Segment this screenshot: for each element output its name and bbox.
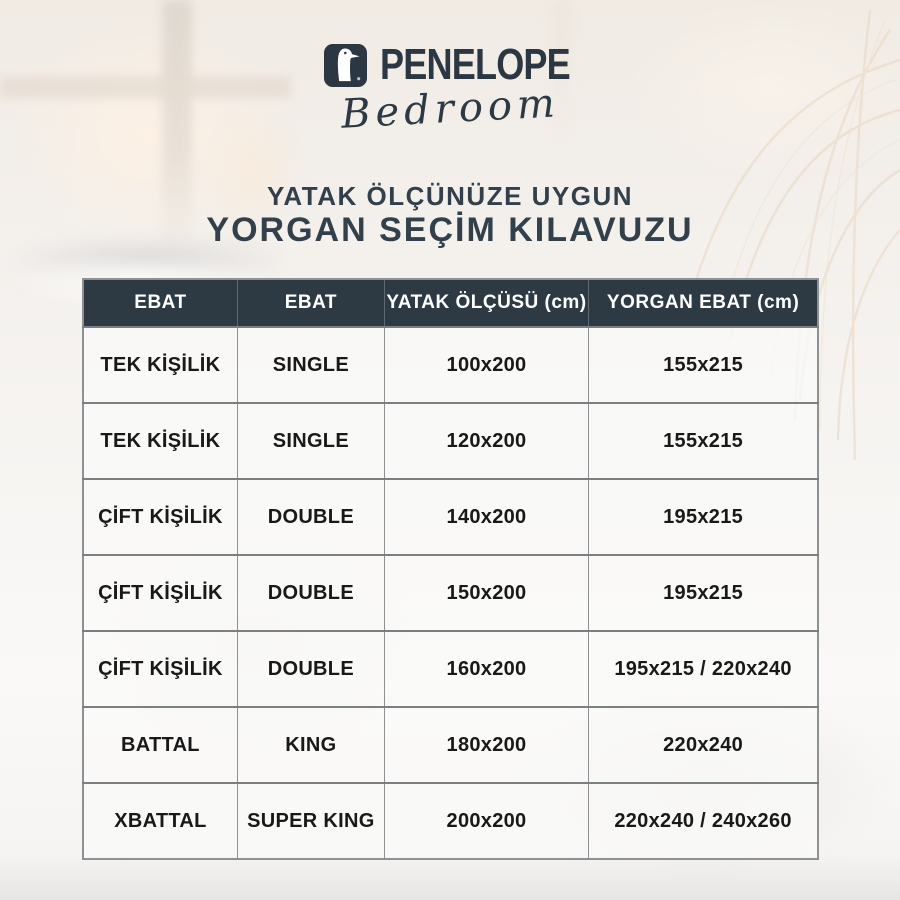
size-guide-table: EBAT EBAT YATAK ÖLÇÜSÜ (cm) YORGAN EBAT … [82, 278, 819, 860]
column-header-ebat-en: EBAT [236, 279, 385, 327]
table-cell: DOUBLE [236, 630, 385, 708]
table-cell: XBATTAL [82, 782, 238, 860]
table-cell: TEK KİŞİLİK [82, 402, 238, 480]
table-cell: 180x200 [383, 706, 590, 784]
table-row: TEK KİŞİLİK SINGLE 120x200 155x215 [82, 402, 819, 480]
table-cell: 140x200 [383, 478, 590, 556]
table-header-row: EBAT EBAT YATAK ÖLÇÜSÜ (cm) YORGAN EBAT … [83, 279, 818, 327]
ambient-glow [540, 0, 900, 270]
column-header-ebat-tr: EBAT [83, 279, 238, 327]
table-cell: ÇİFT KİŞİLİK [82, 554, 238, 632]
table-cell: 220x240 / 240x260 [588, 782, 819, 860]
table-cell: DOUBLE [236, 554, 385, 632]
table-cell: 200x200 [383, 782, 590, 860]
table-row: XBATTAL SUPER KING 200x200 220x240 / 240… [82, 782, 819, 860]
table-cell: 100x200 [383, 326, 590, 404]
table-row: TEK KİŞİLİK SINGLE 100x200 155x215 [82, 326, 819, 404]
table-cell: SINGLE [236, 326, 385, 404]
table-cell: SINGLE [236, 402, 385, 480]
table-cell: 160x200 [383, 630, 590, 708]
table-cell: ÇİFT KİŞİLİK [82, 478, 238, 556]
table-cell: 220x240 [588, 706, 819, 784]
table-row: ÇİFT KİŞİLİK DOUBLE 150x200 195x215 [82, 554, 819, 632]
table-row: ÇİFT KİŞİLİK DOUBLE 160x200 195x215 / 22… [82, 630, 819, 708]
page-title: YORGAN SEÇİM KILAVUZU [206, 211, 694, 249]
table-cell: DOUBLE [236, 478, 385, 556]
duvet-edge-shadow [0, 852, 900, 900]
table-cell: 150x200 [383, 554, 590, 632]
table-cell: BATTAL [82, 706, 238, 784]
table-cell: SUPER KING [236, 782, 385, 860]
window-pane [196, 98, 308, 248]
window-frame-faint [553, 0, 571, 160]
column-header-bed-size: YATAK ÖLÇÜSÜ (cm) [383, 279, 589, 327]
column-header-duvet-size: YORGAN EBAT (cm) [588, 279, 818, 327]
brand-name: PENELOPE [380, 40, 571, 89]
table-cell: 195x215 [588, 554, 819, 632]
table-row: ÇİFT KİŞİLİK DOUBLE 140x200 195x215 [82, 478, 819, 556]
brand-subname: Bedroom [339, 80, 561, 138]
table-cell: KING [236, 706, 385, 784]
table-cell: ÇİFT KİŞİLİK [82, 630, 238, 708]
brand-logo: PENELOPE [0, 43, 900, 87]
table-cell: 120x200 [383, 402, 590, 480]
table-cell: 155x215 [588, 402, 819, 480]
window-frame-horizontal [0, 76, 292, 98]
page-subtitle: YATAK ÖLÇÜNÜZE UYGUN [266, 181, 634, 211]
table-cell: 195x215 [588, 478, 819, 556]
goose-icon [324, 43, 368, 87]
table-cell: 195x215 / 220x240 [588, 630, 819, 708]
table-row: BATTAL KING 180x200 220x240 [82, 706, 819, 784]
table-cell: 155x215 [588, 326, 819, 404]
window-frame-vertical [162, 0, 192, 258]
table-cell: TEK KİŞİLİK [82, 326, 238, 404]
